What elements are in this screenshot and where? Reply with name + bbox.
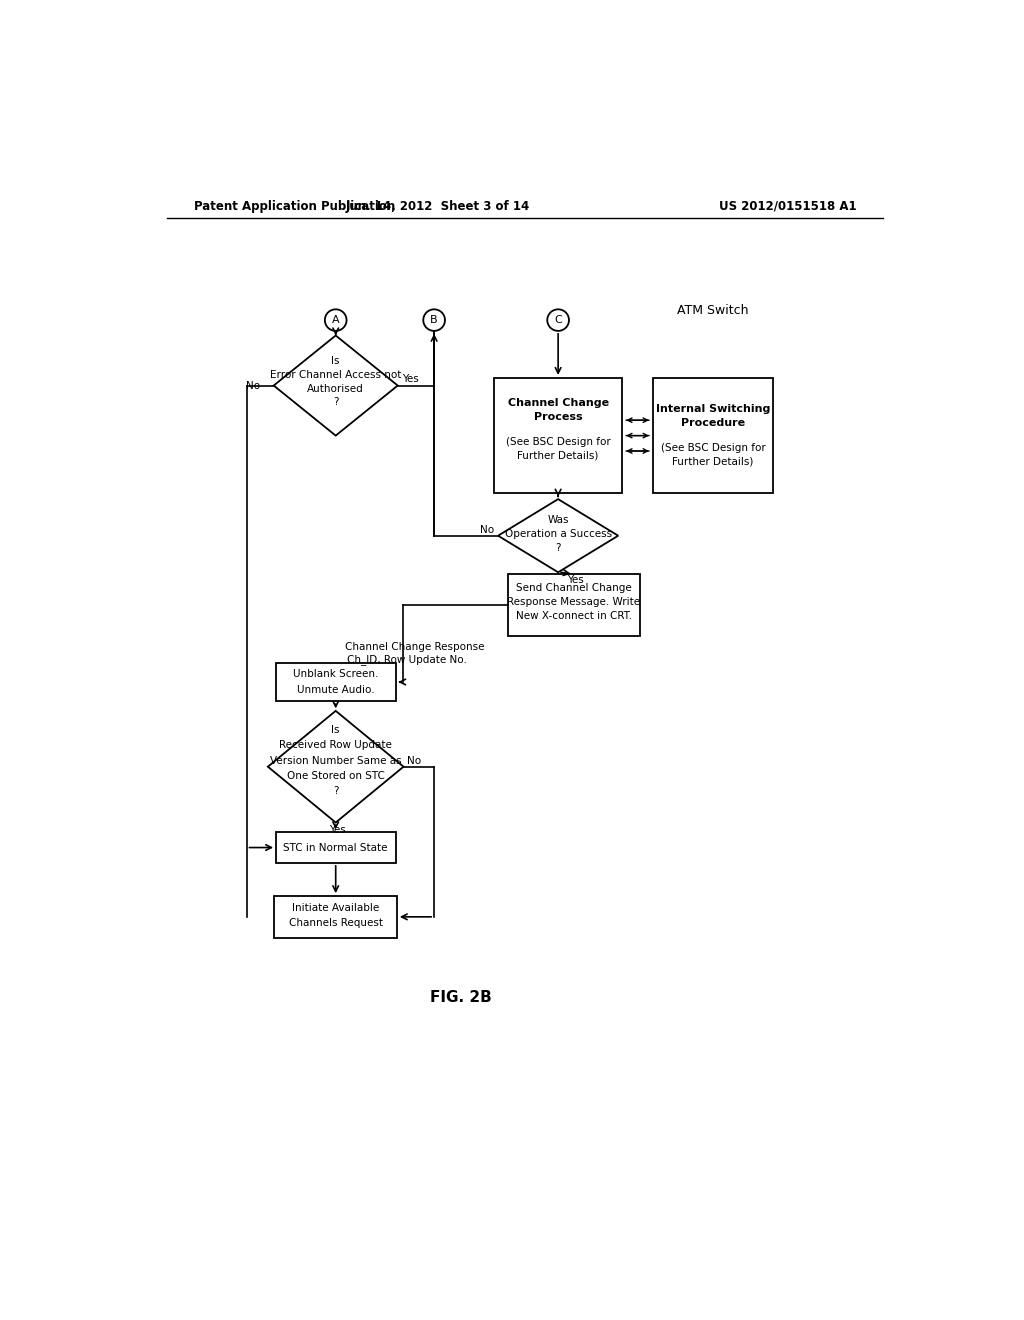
- Text: ATM Switch: ATM Switch: [677, 305, 749, 317]
- Text: Ch_ID, Row Update No.: Ch_ID, Row Update No.: [347, 655, 467, 665]
- Text: One Stored on STC: One Stored on STC: [287, 771, 385, 781]
- Polygon shape: [498, 499, 618, 573]
- Polygon shape: [268, 711, 403, 822]
- Text: Initiate Available: Initiate Available: [292, 903, 379, 912]
- Text: Unblank Screen.: Unblank Screen.: [293, 669, 379, 680]
- Polygon shape: [273, 335, 397, 436]
- Text: ?: ?: [333, 787, 339, 796]
- Text: Jun. 14, 2012  Sheet 3 of 14: Jun. 14, 2012 Sheet 3 of 14: [346, 199, 530, 213]
- Text: No: No: [480, 524, 495, 535]
- Text: New X-connect in CRT.: New X-connect in CRT.: [515, 611, 632, 620]
- Circle shape: [547, 309, 569, 331]
- Text: Internal Switching: Internal Switching: [656, 404, 770, 414]
- Text: US 2012/0151518 A1: US 2012/0151518 A1: [719, 199, 856, 213]
- Bar: [275, 832, 395, 863]
- Text: Error Channel Access not: Error Channel Access not: [270, 370, 401, 380]
- Text: Further Details): Further Details): [673, 457, 754, 467]
- Bar: [274, 896, 397, 939]
- Bar: [275, 663, 395, 701]
- Text: B: B: [430, 315, 438, 325]
- Text: Channel Change Response: Channel Change Response: [345, 643, 484, 652]
- Text: Unmute Audio.: Unmute Audio.: [297, 685, 375, 694]
- Text: Response Message. Write: Response Message. Write: [507, 597, 640, 607]
- Circle shape: [423, 309, 445, 331]
- Text: (See BSC Design for: (See BSC Design for: [506, 437, 610, 446]
- Text: Yes: Yes: [567, 574, 584, 585]
- Text: Patent Application Publication: Patent Application Publication: [194, 199, 395, 213]
- Text: STC in Normal State: STC in Normal State: [284, 842, 388, 853]
- Text: Version Number Same as: Version Number Same as: [270, 755, 401, 766]
- Text: FIG. 2B: FIG. 2B: [430, 990, 493, 1006]
- Text: C: C: [554, 315, 562, 325]
- Text: Was: Was: [548, 515, 569, 525]
- Text: Procedure: Procedure: [681, 418, 745, 428]
- Text: Further Details): Further Details): [517, 450, 599, 461]
- Text: Operation a Success: Operation a Success: [505, 529, 611, 539]
- Text: Yes: Yes: [330, 825, 346, 834]
- Text: Is: Is: [332, 356, 340, 366]
- Text: A: A: [332, 315, 340, 325]
- Text: Send Channel Change: Send Channel Change: [516, 583, 632, 593]
- Text: No: No: [407, 755, 421, 766]
- Text: No: No: [246, 380, 260, 391]
- Text: Is: Is: [332, 725, 340, 735]
- Text: Channel Change: Channel Change: [508, 399, 608, 408]
- Text: Authorised: Authorised: [307, 384, 365, 393]
- Text: Yes: Yes: [401, 375, 419, 384]
- Text: ?: ?: [555, 543, 561, 553]
- Text: (See BSC Design for: (See BSC Design for: [660, 444, 766, 453]
- Bar: [508, 574, 640, 636]
- Bar: [653, 378, 773, 494]
- Text: Received Row Update: Received Row Update: [280, 741, 392, 750]
- Circle shape: [325, 309, 346, 331]
- Text: Process: Process: [534, 412, 583, 422]
- Bar: [495, 378, 622, 494]
- Text: ?: ?: [333, 397, 339, 408]
- Text: Channels Request: Channels Request: [289, 917, 383, 928]
